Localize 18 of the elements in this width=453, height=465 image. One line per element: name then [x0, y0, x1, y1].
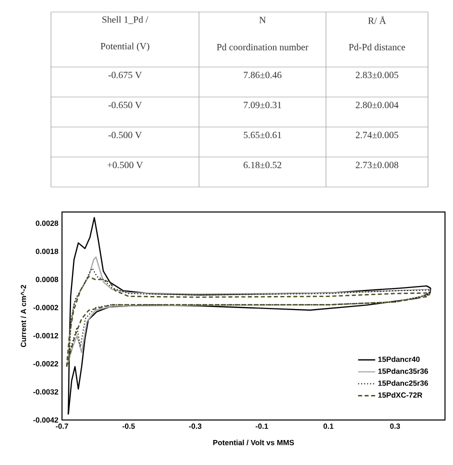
text: -0.675 V [108, 72, 142, 78]
text: 7.86±0.46 [244, 72, 282, 78]
text: 2.83±0.005 [356, 72, 398, 78]
text: Shell 1_Pd / [102, 16, 148, 24]
text: R/ Å [368, 16, 386, 24]
text: 5.65±0.61 [244, 132, 282, 138]
text: 6.18±0.52 [244, 162, 282, 168]
text: 2.73±0.008 [356, 162, 398, 168]
text: Pd-Pd distance [348, 44, 406, 50]
text: -0.500 V [108, 132, 142, 138]
text: -0.650 V [108, 102, 142, 108]
text: +0.500 V [107, 162, 143, 168]
text: N [259, 16, 266, 24]
text: 2.74±0.005 [356, 132, 398, 138]
text: 2.80±0.004 [356, 102, 398, 108]
text: Pd coordination number [216, 44, 308, 50]
text: 7.09±0.31 [244, 102, 282, 108]
text: Potential (V) [100, 42, 150, 52]
